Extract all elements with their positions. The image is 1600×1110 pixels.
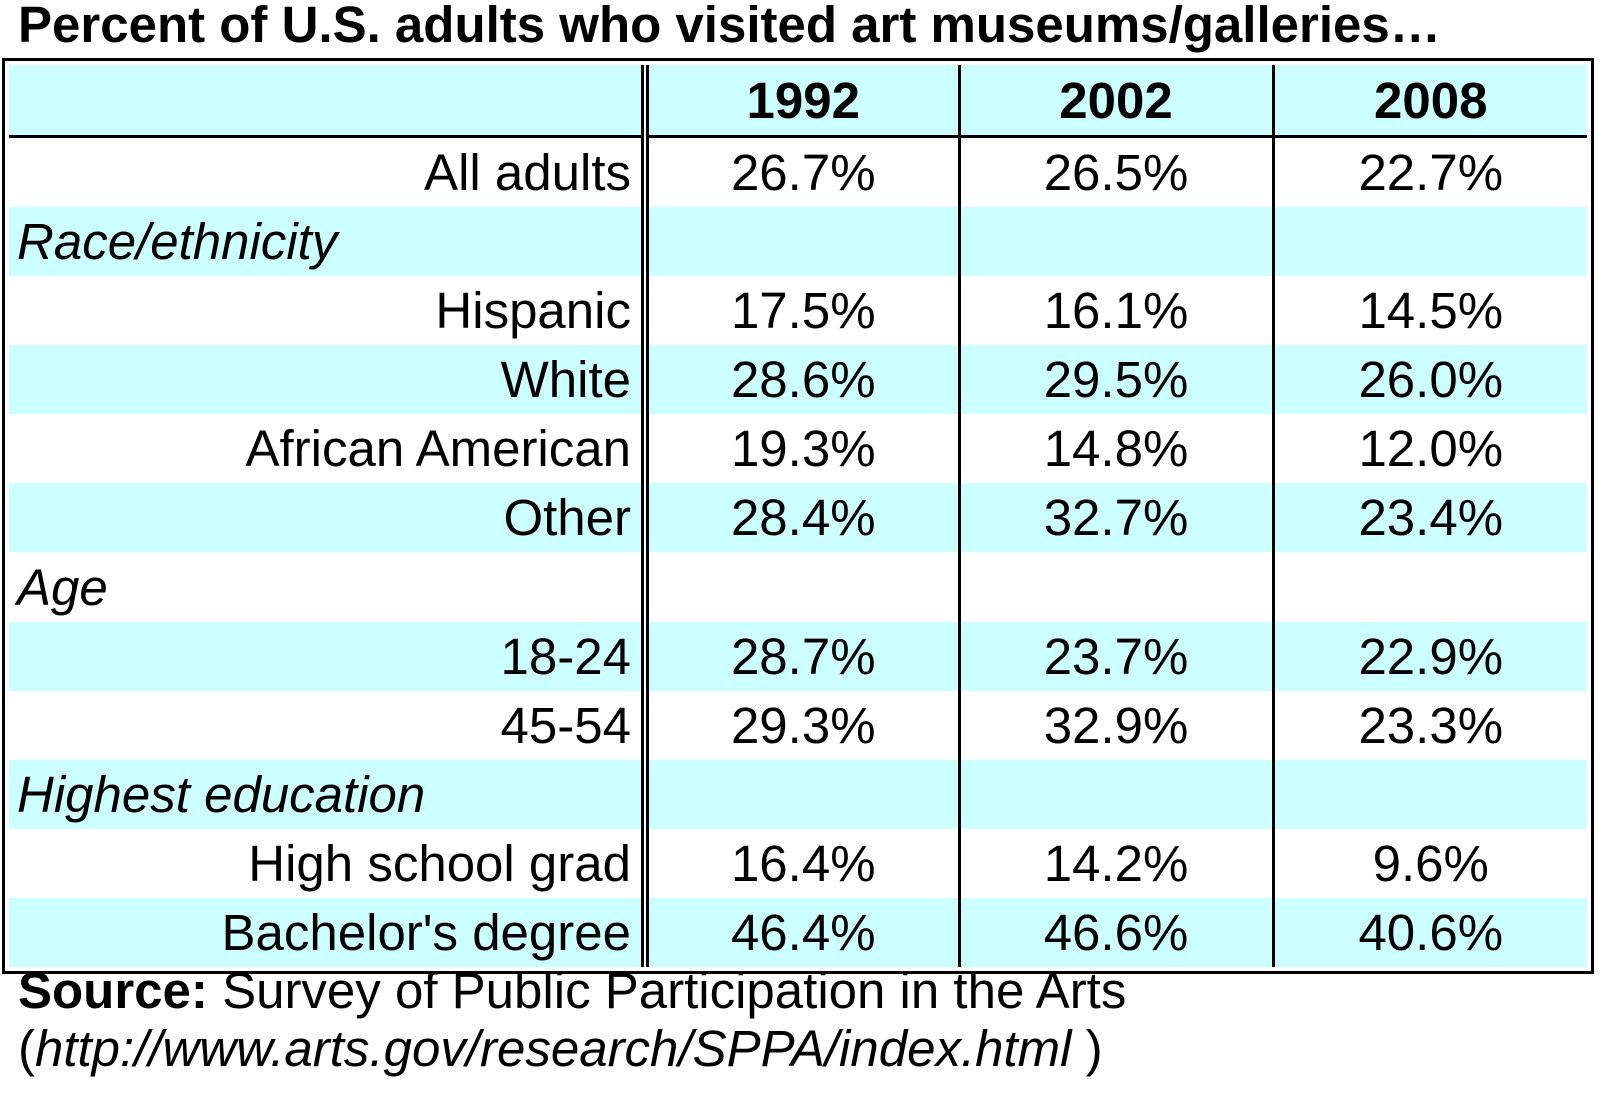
row-label: Hispanic (9, 276, 649, 346)
table-frame: 1992 2002 2008 All adults 26.7% 26.5% 22.7%… (2, 58, 1594, 974)
source-label: Source: (18, 962, 208, 1019)
value-cell: 17.5% (643, 276, 959, 346)
value-cell: 19.3% (643, 414, 959, 484)
value-cell: 28.4% (643, 483, 959, 553)
value-cell: 28.7% (643, 621, 959, 691)
row-label: African American (9, 414, 649, 484)
row-label: 45-54 (9, 690, 649, 760)
source-line: Source: Survey of Public Participation i… (18, 962, 1578, 1020)
value-cell: 23.7% (957, 621, 1273, 691)
value-cell (643, 207, 959, 277)
value-cell: 23.4% (1271, 483, 1587, 553)
table-row: 18-24 28.7% 23.7% 22.9% (9, 621, 1587, 691)
column-header: 1992 (643, 65, 959, 138)
value-cell: 29.3% (643, 690, 959, 760)
value-cell (957, 207, 1273, 277)
value-cell (1271, 552, 1587, 622)
header-corner-cell (9, 65, 649, 138)
table-row: Hispanic 17.5% 16.1% 14.5% (9, 276, 1587, 346)
table-row: High school grad 16.4% 14.2% 9.6% (9, 828, 1587, 898)
source-note: Source: Survey of Public Participation i… (18, 962, 1578, 1078)
value-cell (1271, 759, 1587, 829)
table-row: Bachelor's degree 46.4% 46.6% 40.6% (9, 897, 1587, 967)
value-cell (1271, 207, 1587, 277)
table-row: Other 28.4% 32.7% 23.4% (9, 483, 1587, 553)
value-cell: 32.7% (957, 483, 1273, 553)
table-row: 45-54 29.3% 32.9% 23.3% (9, 690, 1587, 760)
value-cell: 16.1% (957, 276, 1273, 346)
value-cell: 32.9% (957, 690, 1273, 760)
value-cell (957, 759, 1273, 829)
column-header: 2008 (1271, 65, 1587, 138)
value-cell (643, 759, 959, 829)
source-text: Survey of Public Participation in the Ar… (222, 962, 1127, 1019)
value-cell: 14.2% (957, 828, 1273, 898)
value-cell: 26.0% (1271, 345, 1587, 415)
value-cell: 29.5% (957, 345, 1273, 415)
chart-title: Percent of U.S. adults who visited art m… (18, 0, 1441, 53)
value-cell: 46.4% (643, 897, 959, 967)
url-open-paren: ( (18, 1020, 35, 1077)
row-label: High school grad (9, 828, 649, 898)
value-cell: 9.6% (1271, 828, 1587, 898)
value-cell: 14.8% (957, 414, 1273, 484)
value-cell (957, 552, 1273, 622)
table-body: All adults 26.7% 26.5% 22.7% Race/ethnicity H… (9, 136, 1587, 967)
row-label: White (9, 345, 649, 415)
group-label: Age (9, 552, 649, 622)
value-cell: 40.6% (1271, 897, 1587, 967)
group-label: Race/ethnicity (9, 207, 649, 277)
table-row: African American 19.3% 14.8% 12.0% (9, 414, 1587, 484)
table-row: White 28.6% 29.5% 26.0% (9, 345, 1587, 415)
row-label: Other (9, 483, 649, 553)
source-url[interactable]: http://www.arts.gov/research/SPPA/index.… (34, 1020, 1072, 1077)
group-row: Age (9, 552, 1587, 622)
row-label: 18-24 (9, 621, 649, 691)
column-header: 2002 (957, 65, 1273, 138)
table-row: All adults 26.7% 26.5% 22.7% (9, 136, 1587, 208)
row-label: Bachelor's degree (9, 897, 649, 967)
value-cell: 22.7% (1271, 136, 1587, 208)
header-row: 1992 2002 2008 (9, 65, 1587, 138)
value-cell: 26.5% (957, 136, 1273, 208)
group-row: Highest education (9, 759, 1587, 829)
value-cell: 46.6% (957, 897, 1273, 967)
value-cell: 26.7% (643, 136, 959, 208)
row-label: All adults (9, 136, 649, 208)
url-close-paren: ) (1071, 1020, 1103, 1077)
group-label: Highest education (9, 759, 649, 829)
value-cell: 16.4% (643, 828, 959, 898)
value-cell: 14.5% (1271, 276, 1587, 346)
value-cell: 23.3% (1271, 690, 1587, 760)
value-cell (643, 552, 959, 622)
value-cell: 22.9% (1271, 621, 1587, 691)
source-url-line: (http://www.arts.gov/research/SPPA/index… (18, 1020, 1578, 1078)
value-cell: 12.0% (1271, 414, 1587, 484)
value-cell: 28.6% (643, 345, 959, 415)
group-row: Race/ethnicity (9, 207, 1587, 277)
data-table: 1992 2002 2008 All adults 26.7% 26.5% 22.7%… (9, 65, 1587, 967)
